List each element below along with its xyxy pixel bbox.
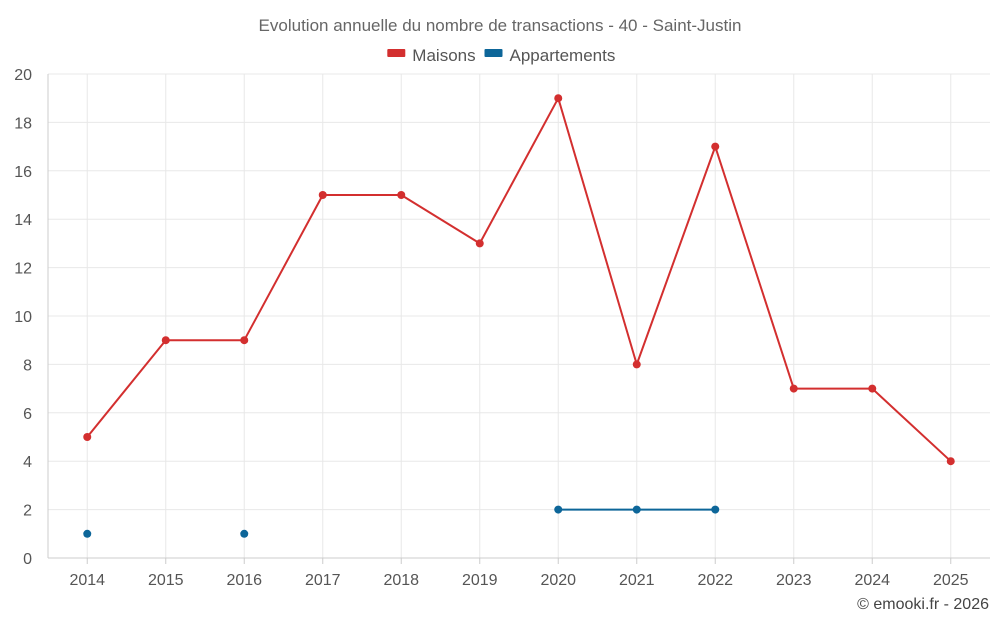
x-tick-label: 2020 bbox=[540, 572, 576, 589]
chart-title: Evolution annuelle du nombre de transact… bbox=[259, 16, 742, 35]
x-tick-label: 2024 bbox=[854, 572, 890, 589]
x-tick-label: 2018 bbox=[383, 572, 419, 589]
data-point-appartements bbox=[240, 529, 249, 538]
y-tick-label: 6 bbox=[23, 406, 32, 423]
y-tick-label: 12 bbox=[14, 261, 32, 278]
y-tick-label: 16 bbox=[14, 164, 32, 181]
x-tick-label: 2017 bbox=[305, 572, 341, 589]
legend: Maisons Appartements bbox=[387, 46, 615, 65]
x-tick-label: 2022 bbox=[697, 572, 733, 589]
y-tick-label: 10 bbox=[14, 309, 32, 326]
x-tick-label: 2025 bbox=[933, 572, 969, 589]
legend-swatch-maisons bbox=[387, 49, 406, 57]
y-tick-label: 0 bbox=[23, 551, 32, 568]
y-tick-label: 20 bbox=[14, 67, 32, 84]
x-tick-label: 2019 bbox=[462, 572, 498, 589]
y-tick-label: 18 bbox=[14, 115, 32, 132]
data-point-maisons bbox=[554, 94, 563, 103]
x-tick-label: 2015 bbox=[148, 572, 184, 589]
data-point-maisons bbox=[240, 336, 249, 345]
y-tick-label: 8 bbox=[23, 357, 32, 374]
series-layer bbox=[83, 94, 955, 538]
x-tick-label: 2014 bbox=[69, 572, 105, 589]
data-point-maisons bbox=[475, 239, 484, 248]
legend-swatch-appartements bbox=[484, 49, 503, 57]
y-tick-label: 14 bbox=[14, 212, 32, 229]
data-point-appartements bbox=[554, 505, 563, 514]
data-point-appartements bbox=[83, 529, 92, 538]
series-line-maisons bbox=[86, 97, 952, 462]
data-point-maisons bbox=[632, 360, 641, 369]
y-tick-label: 2 bbox=[23, 503, 32, 520]
data-point-maisons bbox=[789, 384, 798, 393]
data-point-maisons bbox=[946, 457, 955, 466]
grid bbox=[48, 73, 990, 559]
data-point-appartements bbox=[632, 505, 641, 514]
data-point-appartements bbox=[711, 505, 720, 514]
axes: 0 2 4 6 8 10 12 14 16 18 20 2014 2015 2016 2017 2018 201… bbox=[14, 67, 990, 589]
legend-label-maisons: Maisons bbox=[412, 46, 475, 65]
credit-text: © emooki.fr - 2026 bbox=[857, 596, 989, 613]
y-tick-label: 4 bbox=[23, 454, 32, 471]
data-point-maisons bbox=[711, 142, 720, 151]
data-point-maisons bbox=[161, 336, 170, 345]
x-tick-label: 2021 bbox=[619, 572, 655, 589]
x-tick-label: 2016 bbox=[226, 572, 262, 589]
data-point-maisons bbox=[397, 191, 406, 199]
data-point-maisons bbox=[868, 384, 877, 393]
x-tick-label: 2023 bbox=[776, 572, 812, 589]
legend-label-appartements: Appartements bbox=[510, 46, 616, 65]
data-point-maisons bbox=[318, 191, 327, 199]
data-point-maisons bbox=[83, 433, 92, 441]
